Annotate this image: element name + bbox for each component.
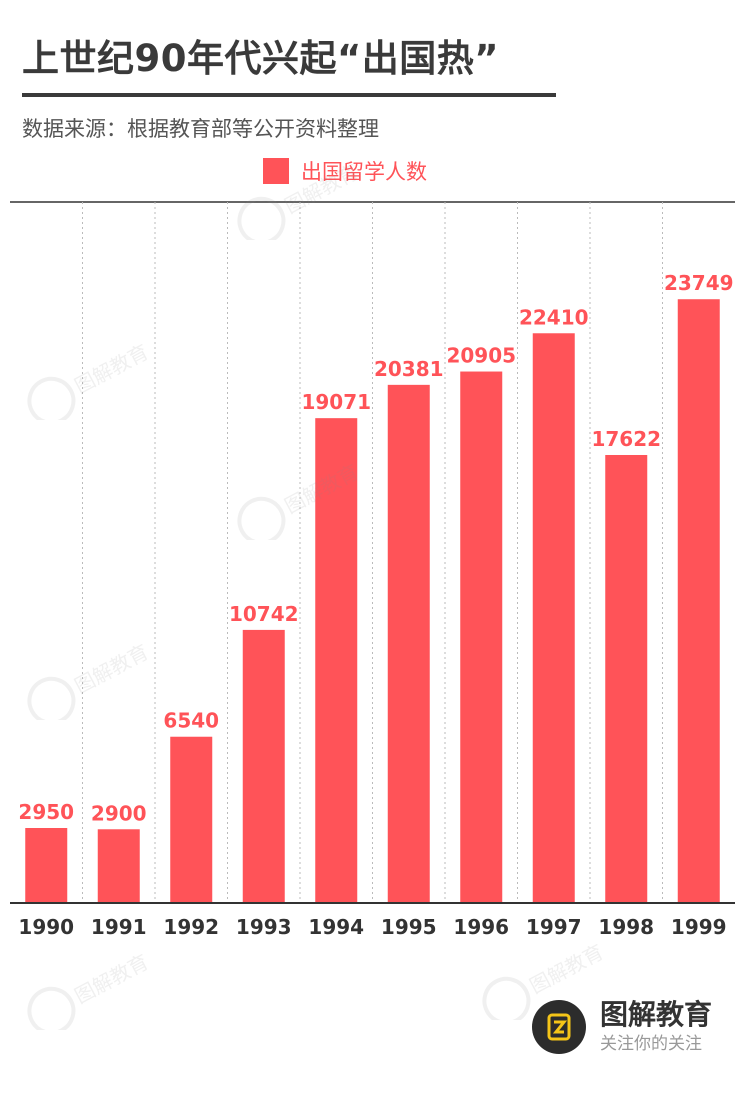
x-tick-label-1996: 1996 <box>453 915 509 939</box>
data-source-note: 数据来源：根据教育部等公开资料整理 <box>22 117 379 141</box>
data-label-1993: 10742 <box>229 602 299 626</box>
watermark-logo-icon: 图解教育 <box>27 950 153 1030</box>
data-label-1996: 20905 <box>446 344 516 368</box>
watermark-logo-icon: 图解教育 <box>27 340 153 420</box>
x-tick-label-1991: 1991 <box>91 915 147 939</box>
bar-1992 <box>170 736 213 903</box>
svg-text:图解教育: 图解教育 <box>71 340 153 399</box>
svg-text:图解教育: 图解教育 <box>71 950 153 1009</box>
data-label-1995: 20381 <box>374 357 444 381</box>
svg-text:图解教育: 图解教育 <box>526 940 608 999</box>
bar-1997 <box>532 333 575 903</box>
title-underline <box>22 93 556 97</box>
bar-1999 <box>677 299 720 903</box>
brand-slogan: 关注你的关注 <box>600 1034 702 1054</box>
data-label-1990: 2950 <box>18 800 74 824</box>
data-label-1992: 6540 <box>163 709 219 733</box>
x-tick-label-1992: 1992 <box>163 915 219 939</box>
bar-1991 <box>97 829 140 903</box>
svg-text:图解教育: 图解教育 <box>281 160 363 219</box>
bar-1993 <box>242 629 285 903</box>
x-tick-label-1998: 1998 <box>598 915 654 939</box>
brand-block: 图解教育 关注你的关注 <box>532 998 712 1056</box>
data-label-1998: 17622 <box>591 427 661 451</box>
watermark-logo-icon: 图解教育 <box>237 460 363 540</box>
data-label-1994: 19071 <box>301 390 371 414</box>
x-tick-label-1994: 1994 <box>308 915 364 939</box>
x-tick-label-1997: 1997 <box>526 915 582 939</box>
legend-swatch <box>263 158 289 184</box>
brand-logo-icon <box>532 1000 586 1054</box>
data-label-1999: 23749 <box>664 271 734 295</box>
legend-label: 出国留学人数 <box>301 160 427 184</box>
svg-text:图解教育: 图解教育 <box>281 460 363 519</box>
watermark-logo-icon: 图解教育 <box>27 640 153 720</box>
x-tick-label-1995: 1995 <box>381 915 437 939</box>
watermark-logo-icon: 图解教育 <box>482 940 608 1020</box>
data-label-1991: 2900 <box>91 801 147 825</box>
data-label-1997: 22410 <box>519 305 589 329</box>
brand-name: 图解教育 <box>600 998 713 1031</box>
x-tick-label-1993: 1993 <box>236 915 292 939</box>
bar-1996 <box>460 371 503 903</box>
watermark-logo-icon: 图解教育 <box>237 160 363 240</box>
x-tick-label-1990: 1990 <box>18 915 74 939</box>
bar-1998 <box>605 454 648 903</box>
svg-text:图解教育: 图解教育 <box>71 640 153 699</box>
x-tick-label-1999: 1999 <box>671 915 727 939</box>
bar-chart: 2950 1990 2900 1991 6540 1992 10742 1993 19071 19… <box>10 201 735 939</box>
legend: 出国留学人数 <box>263 156 427 186</box>
bar-1990 <box>25 828 68 903</box>
bar-1995 <box>387 384 430 903</box>
chart-title: 上世纪90年代兴起“出国热” <box>22 37 500 80</box>
bar-1994 <box>315 418 358 903</box>
